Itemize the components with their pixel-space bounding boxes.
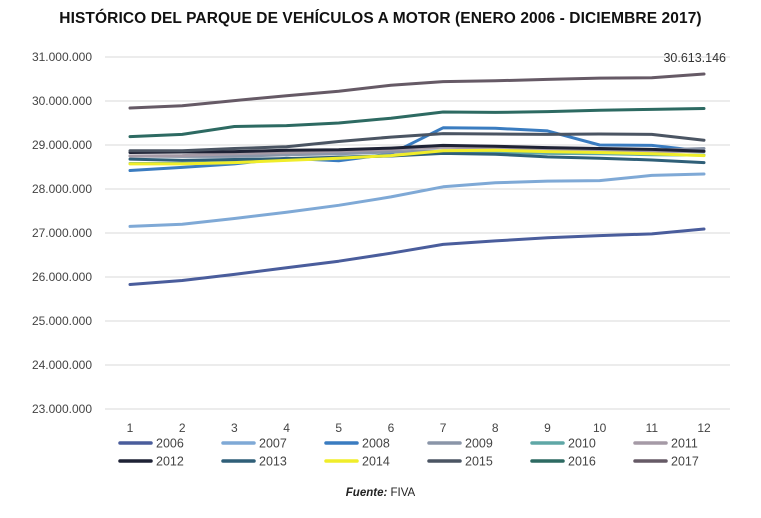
series-line-2006	[128, 227, 706, 286]
x-tick-label: 11	[646, 421, 659, 435]
legend-label-2016: 2016	[568, 455, 596, 469]
source-text: FIVA	[390, 487, 416, 499]
annotations: 30.613.146	[663, 51, 726, 65]
x-tick-label: 8	[492, 421, 499, 435]
y-tick-label: 29.000.000	[32, 138, 92, 152]
y-axis-tick-labels: 23.000.000 24.000.000 25.000.000 26.000.000…	[32, 50, 92, 416]
legend-label-2008: 2008	[362, 437, 390, 451]
x-tick-label: 6	[388, 421, 395, 435]
y-tick-label: 25.000.000	[32, 314, 92, 328]
series-line-2008	[128, 126, 706, 172]
legend-label-2014: 2014	[362, 455, 390, 469]
y-tick-label: 27.000.000	[32, 226, 92, 240]
chart-title: HISTÓRICO DEL PARQUE DE VEHÍCULOS A MOTO…	[59, 10, 702, 27]
y-tick-label: 30.000.000	[32, 94, 92, 108]
series-line-2015	[128, 132, 706, 153]
source-note: Fuente: FIVA	[0, 487, 761, 499]
series-line-2007	[128, 172, 706, 228]
x-tick-label: 12	[697, 421, 711, 435]
x-tick-label: 7	[440, 421, 447, 435]
x-tick-label: 4	[283, 421, 290, 435]
legend-label-2010: 2010	[568, 437, 596, 451]
x-tick-label: 9	[544, 421, 551, 435]
legend-label-2009: 2009	[465, 437, 493, 451]
legend-label-2013: 2013	[259, 455, 287, 469]
y-tick-label: 24.000.000	[32, 358, 92, 372]
legend: 2006 2007 2008 2009 2010 2011 2012 2013 2014 2015…	[118, 437, 699, 469]
y-tick-label: 31.000.000	[32, 50, 92, 64]
x-tick-label: 2	[179, 421, 186, 435]
legend-label-2006: 2006	[156, 437, 184, 451]
x-tick-label: 1	[127, 421, 134, 435]
series-line-2016	[128, 107, 706, 139]
series-lines	[128, 72, 706, 286]
legend-label-2015: 2015	[465, 455, 493, 469]
legend-label-2011: 2011	[671, 437, 698, 451]
x-tick-label: 3	[231, 421, 238, 435]
x-axis-tick-labels: 1 2 3 4 5 6 7 8 9 10 11 12	[127, 421, 711, 435]
series-line-2011	[128, 145, 706, 158]
y-tick-label: 28.000.000	[32, 182, 92, 196]
legend-label-2007: 2007	[259, 437, 287, 451]
legend-label-2012: 2012	[156, 455, 184, 469]
series-line-2017	[128, 72, 706, 110]
y-tick-label: 23.000.000	[32, 402, 92, 416]
series-line-2014	[128, 148, 706, 166]
series-line-2013	[128, 151, 706, 165]
series-line-2012	[128, 143, 706, 154]
x-tick-label: 10	[593, 421, 607, 435]
source-label: Fuente:	[345, 487, 388, 499]
y-tick-label: 26.000.000	[32, 270, 92, 284]
legend-label-2017: 2017	[671, 455, 699, 469]
x-tick-label: 5	[335, 421, 342, 435]
data-label: 30.613.146	[663, 51, 726, 65]
